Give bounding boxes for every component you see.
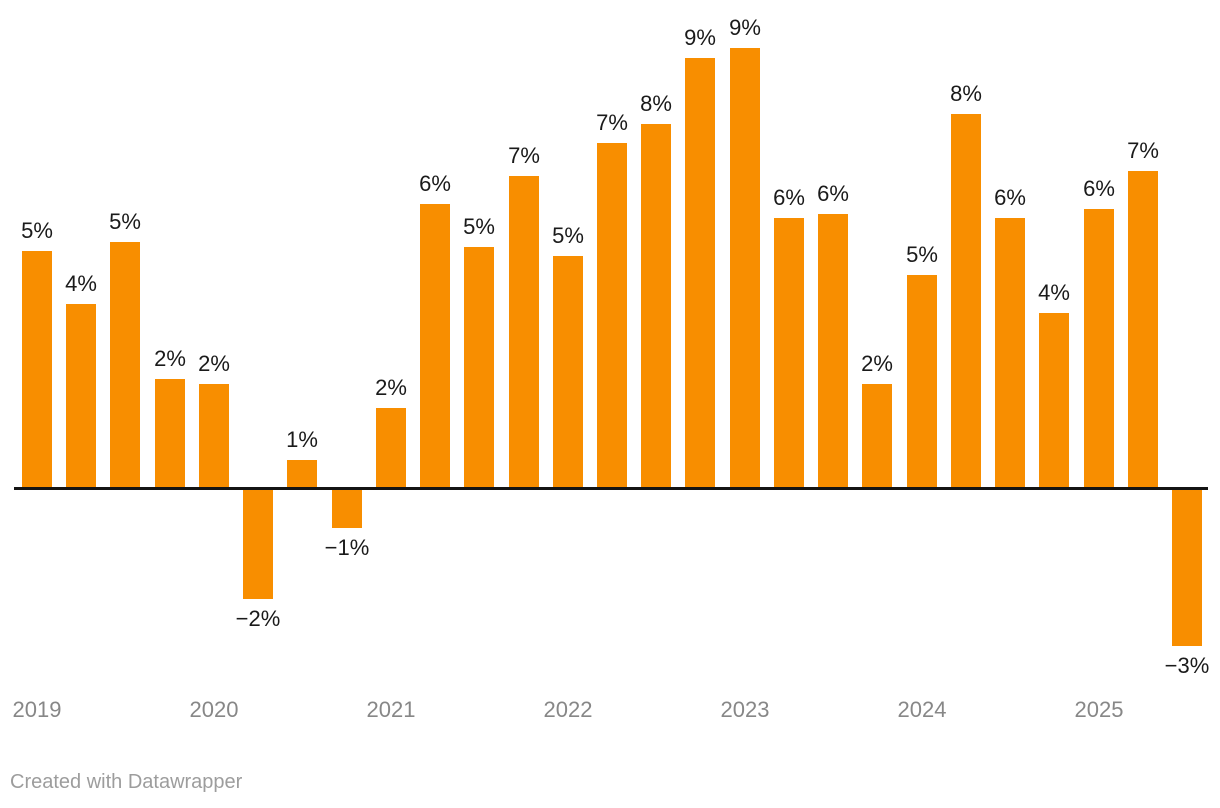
bar-value-label: 6% xyxy=(817,181,849,206)
x-axis-tick-2023: 2023 xyxy=(720,697,770,722)
bar-value-label: −3% xyxy=(1164,653,1210,678)
bar-2019-q3[interactable] xyxy=(110,242,140,488)
bar-value-label: 2% xyxy=(375,375,407,400)
bar-2021-q2[interactable] xyxy=(420,204,450,488)
bar-2024-q4[interactable] xyxy=(1039,313,1069,488)
bar-value-label: 7% xyxy=(1127,138,1159,163)
bar-2023-q1[interactable] xyxy=(730,48,760,488)
bar-value-label: 6% xyxy=(1083,176,1115,201)
bar-value-label: 1% xyxy=(286,427,318,452)
bar-2021-q4[interactable] xyxy=(509,176,539,488)
bar-2020-q1[interactable] xyxy=(199,384,229,488)
bar-value-label: 2% xyxy=(154,346,186,371)
bar-value-label: 8% xyxy=(640,91,672,116)
x-axis-tick-2024: 2024 xyxy=(897,697,947,722)
bar-2022-q2[interactable] xyxy=(597,143,627,488)
bar-2019-q2[interactable] xyxy=(66,304,96,488)
bar-2021-q1[interactable] xyxy=(376,408,406,488)
bar-value-label: 6% xyxy=(419,171,451,196)
x-axis-tick-2019: 2019 xyxy=(12,697,62,722)
bar-2021-q3[interactable] xyxy=(464,247,494,488)
bar-2020-q3[interactable] xyxy=(287,460,317,488)
bar-value-label: 4% xyxy=(65,271,97,296)
bar-2023-q2[interactable] xyxy=(774,218,804,488)
bar-value-label: −2% xyxy=(235,606,281,631)
bar-2025-q2[interactable] xyxy=(1128,171,1158,488)
bar-2022-q4[interactable] xyxy=(685,58,715,488)
bar-2024-q3[interactable] xyxy=(995,218,1025,488)
bar-2025-q3[interactable] xyxy=(1172,489,1202,646)
bar-2022-q3[interactable] xyxy=(641,124,671,488)
x-axis-tick-2022: 2022 xyxy=(543,697,593,722)
bar-2022-q1[interactable] xyxy=(553,256,583,488)
bar-2024-q2[interactable] xyxy=(951,114,981,488)
bar-value-label: 9% xyxy=(684,25,716,50)
bar-value-label: 8% xyxy=(950,81,982,106)
bar-2019-q4[interactable] xyxy=(155,379,185,488)
bar-value-label: 5% xyxy=(109,209,141,234)
bar-value-label: 5% xyxy=(906,242,938,267)
x-axis-tick-2020: 2020 xyxy=(189,697,239,722)
bar-2020-q4[interactable] xyxy=(332,489,362,528)
x-axis-tick-2021: 2021 xyxy=(366,697,416,722)
bar-value-label: 4% xyxy=(1038,280,1070,305)
bar-2023-q4[interactable] xyxy=(862,384,892,488)
bar-value-label: 5% xyxy=(463,214,495,239)
bar-value-label: 7% xyxy=(508,143,540,168)
bar-value-label: 2% xyxy=(861,351,893,376)
bar-value-label: 2% xyxy=(198,351,230,376)
bar-2024-q1[interactable] xyxy=(907,275,937,488)
bar-2019-q1[interactable] xyxy=(22,251,52,488)
bar-value-label: 6% xyxy=(994,185,1026,210)
x-axis-zero-line xyxy=(14,487,1208,490)
datawrapper-credit-link[interactable]: Created with Datawrapper xyxy=(10,771,243,793)
bar-value-label: 6% xyxy=(773,185,805,210)
bar-value-label: 7% xyxy=(596,110,628,135)
bar-value-label: 5% xyxy=(21,218,53,243)
x-axis-tick-2025: 2025 xyxy=(1074,697,1124,722)
bar-2023-q3[interactable] xyxy=(818,214,848,488)
bar-value-label: −1% xyxy=(324,535,370,560)
bar-value-label: 9% xyxy=(729,15,761,40)
bar-2020-q2[interactable] xyxy=(243,489,273,599)
bar-2025-q1[interactable] xyxy=(1084,209,1114,488)
bar-value-label: 5% xyxy=(552,223,584,248)
